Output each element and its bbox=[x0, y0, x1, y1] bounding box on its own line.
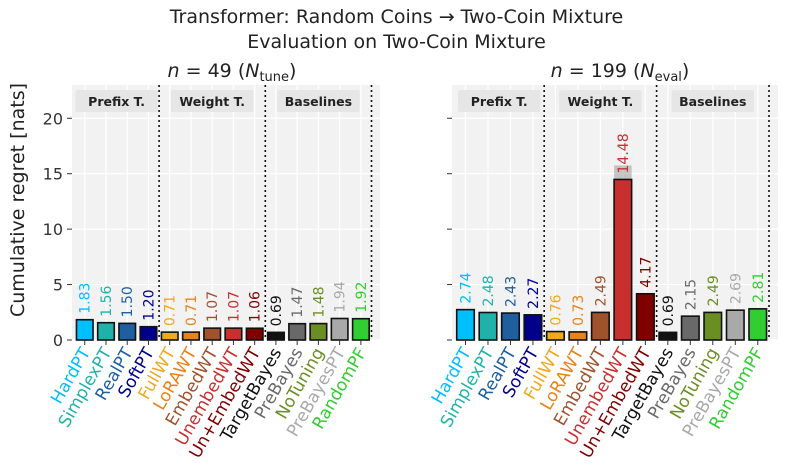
bar bbox=[160, 331, 179, 341]
bar-value-label: 0.69 bbox=[269, 295, 285, 326]
bar-value-label: 0.69 bbox=[661, 295, 677, 326]
bar-value-label: 2.49 bbox=[706, 275, 722, 306]
figure-title-line-2: Evaluation on Two-Coin Mixture bbox=[247, 31, 546, 53]
bar bbox=[224, 327, 243, 341]
bar bbox=[118, 322, 137, 341]
bar-value-label: 0.71 bbox=[184, 295, 200, 326]
bar-value-label: 2.69 bbox=[728, 273, 744, 304]
y-tick-label: 5 bbox=[53, 276, 63, 295]
bar bbox=[500, 312, 521, 341]
y-axis-label: Cumulative regret [nats] bbox=[7, 83, 29, 317]
bar bbox=[351, 317, 370, 341]
bar bbox=[725, 309, 745, 341]
bar-value-label: 2.43 bbox=[503, 276, 519, 307]
bar bbox=[545, 330, 565, 341]
bar-value-label: 2.27 bbox=[526, 278, 542, 309]
bar bbox=[181, 331, 201, 341]
bar-value-label: 0.73 bbox=[571, 295, 587, 326]
bar-value-label: 2.15 bbox=[683, 279, 699, 310]
bar-value-label: 0.76 bbox=[548, 294, 564, 325]
bar-value-label: 2.49 bbox=[593, 275, 609, 306]
bar-value-label: 1.94 bbox=[333, 281, 349, 312]
bar-value-label: 2.48 bbox=[481, 275, 497, 306]
bar-value-label: 2.74 bbox=[458, 272, 474, 303]
group-header-box bbox=[170, 90, 254, 112]
group-header-box bbox=[75, 90, 158, 112]
bar bbox=[635, 292, 655, 341]
bar bbox=[455, 308, 476, 341]
subplot-title-left: n = 49 (Ntune) bbox=[168, 60, 297, 85]
bar bbox=[288, 322, 307, 341]
bar-value-label: 1.92 bbox=[354, 282, 370, 313]
y-tick-label: 15 bbox=[43, 165, 63, 184]
bar bbox=[266, 331, 286, 341]
bar bbox=[703, 311, 723, 341]
bar bbox=[658, 331, 678, 341]
subplot-right: Prefix T. Weight T. Baselines2.74HardPT2.4… bbox=[428, 60, 778, 462]
group-header-box bbox=[458, 90, 541, 112]
group-header-label: Prefix T. bbox=[471, 94, 528, 109]
bar-value-label: 1.83 bbox=[78, 283, 94, 314]
bar bbox=[203, 327, 222, 341]
bar bbox=[478, 311, 498, 341]
bar-value-label: 1.20 bbox=[141, 290, 157, 321]
bar bbox=[680, 315, 700, 341]
y-tick-label: 10 bbox=[43, 220, 63, 239]
bar bbox=[75, 318, 94, 341]
bar-value-label: 1.48 bbox=[311, 286, 327, 317]
bar bbox=[330, 317, 349, 341]
group-header-box bbox=[671, 90, 754, 112]
y-tick-label: 0 bbox=[53, 331, 63, 350]
bar-value-label: 2.81 bbox=[751, 272, 767, 303]
bar bbox=[568, 331, 588, 341]
group-header-label: Weight T. bbox=[568, 94, 634, 109]
group-header-label: Baselines bbox=[285, 94, 352, 109]
bar bbox=[613, 178, 633, 341]
subplot-title-right: n = 199 (Neval) bbox=[551, 60, 690, 85]
bar bbox=[96, 321, 116, 341]
plot-area: Prefix T. Weight T. Baselines2.74HardPT2.4… bbox=[428, 85, 778, 462]
group-header-label: Prefix T. bbox=[88, 94, 145, 109]
bar bbox=[748, 308, 768, 341]
y-tick-label: 20 bbox=[43, 109, 63, 128]
bar bbox=[139, 325, 158, 341]
bar-value-label: 1.07 bbox=[205, 291, 221, 322]
group-header-label: Weight T. bbox=[179, 94, 245, 109]
bar-value-label: 0.71 bbox=[163, 295, 179, 326]
group-header-box bbox=[559, 90, 642, 112]
bar-value-label: 1.50 bbox=[120, 286, 136, 317]
bar bbox=[245, 327, 264, 341]
bar-value-label: 4.17 bbox=[638, 257, 654, 288]
group-header-box bbox=[277, 90, 360, 112]
figure-title-line-1: Transformer: Random Coins → Two-Coin Mix… bbox=[169, 6, 624, 28]
bar-value-label: 1.07 bbox=[226, 291, 242, 322]
bar-value-label: 1.06 bbox=[248, 291, 264, 322]
bar bbox=[309, 322, 328, 341]
plot-background bbox=[72, 85, 380, 340]
bar-value-label: 1.47 bbox=[290, 287, 306, 318]
bar bbox=[523, 314, 543, 341]
group-header-label: Baselines bbox=[679, 94, 746, 109]
bar-value-label: 1.56 bbox=[99, 285, 115, 316]
bar-shade bbox=[614, 165, 632, 180]
bar-value-label: 14.48 bbox=[616, 133, 632, 173]
bar bbox=[590, 311, 610, 341]
